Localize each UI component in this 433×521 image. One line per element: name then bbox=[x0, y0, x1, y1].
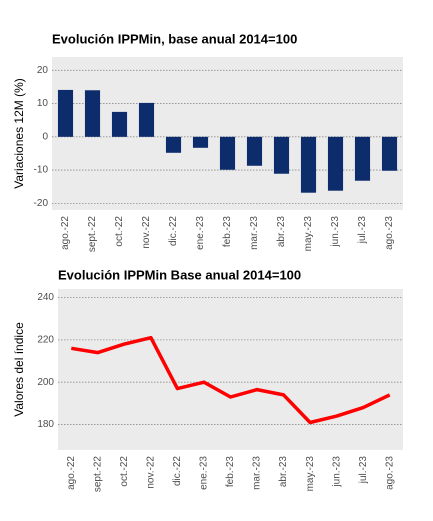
y-tick-label: 240 bbox=[37, 292, 54, 303]
x-tick-label: jun.-23 bbox=[330, 216, 341, 248]
y-axis-label: Variaciones 12M (%) bbox=[12, 78, 26, 188]
bar bbox=[273, 136, 290, 174]
x-tick-label: dic.-22 bbox=[168, 216, 179, 246]
x-tick-label: jul.-23 bbox=[358, 456, 369, 485]
bar bbox=[111, 111, 128, 137]
x-tick-label: nov.-22 bbox=[146, 456, 157, 489]
x-tick-label: oct.-22 bbox=[119, 456, 130, 487]
x-tick-label: oct.-22 bbox=[114, 216, 125, 247]
bar bbox=[138, 102, 155, 137]
plot-background bbox=[52, 57, 403, 210]
x-tick-label: jun.-23 bbox=[331, 456, 342, 488]
x-tick-label: feb.-23 bbox=[225, 456, 236, 488]
y-tick-label: 10 bbox=[37, 98, 49, 109]
bar bbox=[381, 136, 398, 171]
y-tick-label: 180 bbox=[37, 419, 54, 430]
bar bbox=[57, 89, 74, 137]
x-tick-label: mar.-23 bbox=[252, 456, 263, 490]
x-tick-label: ene.-23 bbox=[195, 216, 206, 250]
x-tick-label: jul.-23 bbox=[357, 216, 368, 245]
x-tick-label: mar.-23 bbox=[249, 216, 260, 250]
bar bbox=[165, 136, 182, 153]
line bbox=[71, 335, 391, 425]
x-tick-label: nov.-22 bbox=[141, 216, 152, 249]
y-tick-label: 0 bbox=[42, 131, 48, 142]
x-tick-label: may.-23 bbox=[305, 456, 316, 492]
chart-title: Evolución IPPMin, base anual 2014=100 bbox=[52, 31, 297, 46]
x-tick-label: abr.-23 bbox=[278, 456, 289, 488]
x-tick-label: sept.-22 bbox=[87, 216, 98, 253]
x-tick-label: feb.-23 bbox=[222, 216, 233, 248]
x-tick-label: ene.-23 bbox=[199, 456, 210, 490]
y-tick-label: 20 bbox=[37, 65, 49, 76]
y-tick-label: 200 bbox=[37, 377, 54, 388]
bar bbox=[219, 136, 236, 170]
x-tick-label: may.-23 bbox=[303, 216, 314, 252]
bar bbox=[354, 136, 371, 181]
y-tick-label: -20 bbox=[34, 198, 49, 209]
x-tick-label: ago.-23 bbox=[384, 216, 395, 250]
y-tick-label: -10 bbox=[34, 165, 49, 176]
x-tick-label: dic.-22 bbox=[172, 456, 183, 486]
chart-title: Evolución IPPMin Base anual 2014=100 bbox=[58, 267, 301, 282]
plot-background bbox=[58, 289, 403, 450]
bar bbox=[84, 90, 101, 137]
x-tick-label: ago.-22 bbox=[66, 456, 77, 490]
x-tick-label: ago.-22 bbox=[60, 216, 71, 250]
x-tick-label: sept.-22 bbox=[92, 456, 103, 493]
x-tick-label: abr.-23 bbox=[276, 216, 287, 248]
y-tick-label: 220 bbox=[37, 334, 54, 345]
bar bbox=[246, 136, 263, 166]
bar bbox=[300, 136, 317, 193]
bar bbox=[192, 136, 209, 148]
bar bbox=[327, 136, 344, 191]
y-axis-label: Valores del índice bbox=[12, 322, 26, 417]
x-tick-label: ago.-23 bbox=[384, 456, 395, 490]
